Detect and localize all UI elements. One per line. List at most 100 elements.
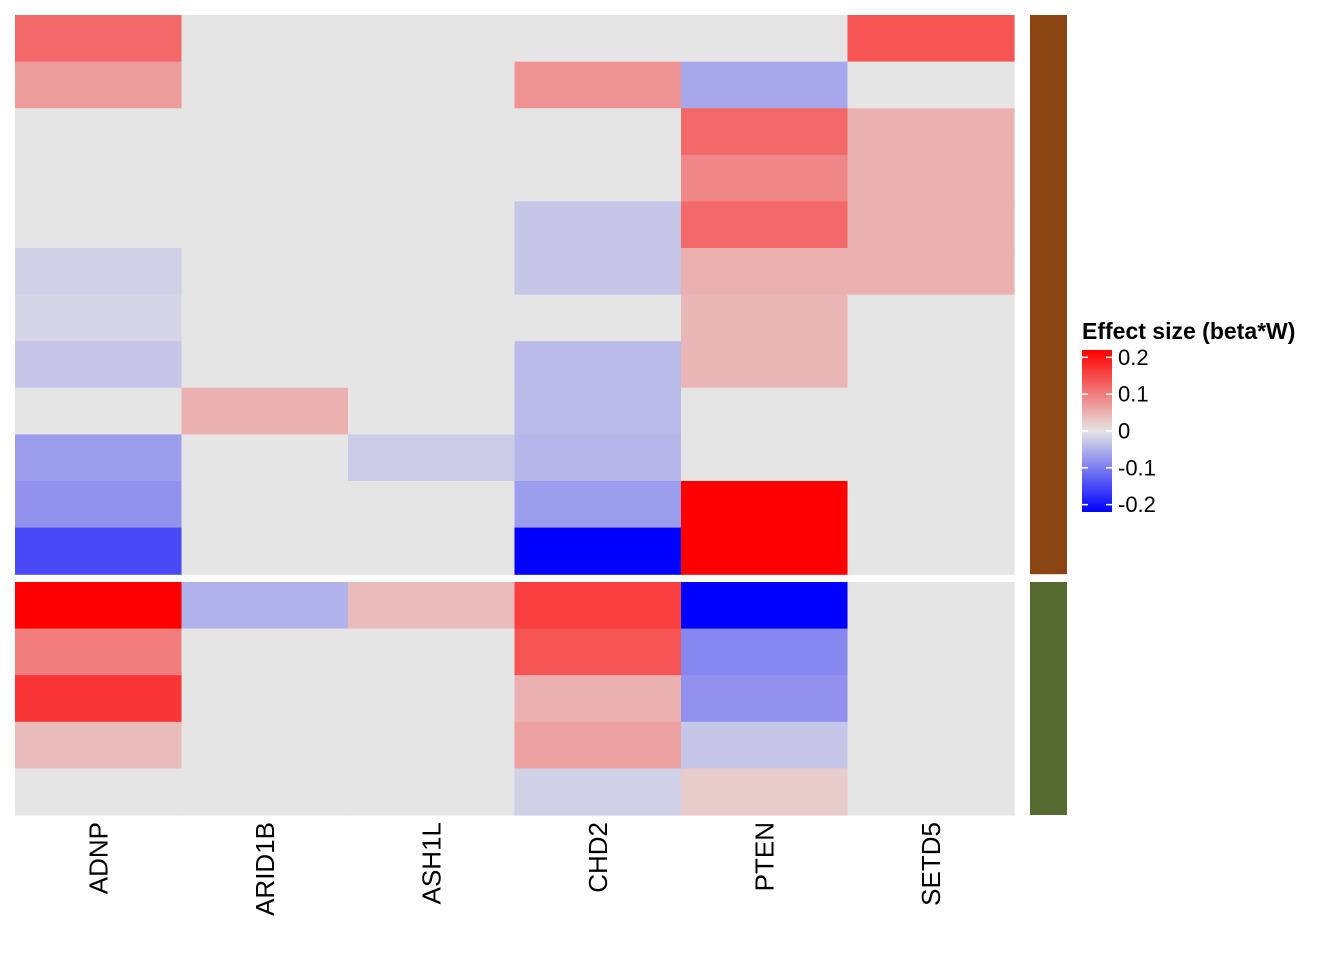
heatmap-cell: [15, 387, 183, 435]
heatmap-cell: [681, 582, 849, 630]
heatmap-cell: [181, 628, 349, 676]
heatmap-cell: [15, 248, 183, 296]
heatmap-cell: [15, 675, 183, 723]
heatmap-cell: [514, 341, 682, 389]
column-label: SETD5: [916, 822, 946, 906]
heatmap-cell: [181, 15, 349, 63]
row-group-annotation: [1030, 15, 1067, 575]
legend-tick-label: 0: [1118, 419, 1130, 444]
heatmap-cell: [847, 434, 1015, 482]
heatmap-cell: [681, 341, 849, 389]
heatmap-cell: [15, 527, 183, 575]
column-label: CHD2: [583, 822, 613, 893]
heatmap-cell: [514, 294, 682, 342]
heatmap-cell: [681, 248, 849, 296]
heatmap-cell: [514, 201, 682, 249]
heatmap-cell: [681, 434, 849, 482]
heatmap-cell: [847, 628, 1015, 676]
heatmap-cell: [348, 527, 516, 575]
heatmap-cell: [514, 527, 682, 575]
column-label: ARID1B: [250, 822, 280, 916]
heatmap-cell: [348, 628, 516, 676]
heatmap-cell: [847, 582, 1015, 630]
heatmap-cell: [514, 582, 682, 630]
heatmap-cell: [15, 628, 183, 676]
heatmap-cell: [681, 15, 849, 63]
heatmap-cell: [348, 434, 516, 482]
heatmap-cell: [514, 768, 682, 816]
heatmap-cell: [348, 582, 516, 630]
heatmap-cell: [15, 434, 183, 482]
heatmap-cell: [681, 481, 849, 529]
heatmap-cell: [847, 387, 1015, 435]
column-labels: ADNP ARID1B ASH1L CHD2 PTEN SETD5: [83, 822, 946, 916]
heatmap-cell: [181, 61, 349, 109]
heatmap-cell: [847, 721, 1015, 769]
legend-ticks: 0.2 0.1 0 -0.1 -0.2: [1082, 345, 1156, 517]
legend-tick-label: -0.2: [1118, 492, 1156, 517]
heatmap-cell: [514, 154, 682, 202]
heatmap-cell: [514, 248, 682, 296]
row-group-annotation-bar: [1030, 15, 1067, 815]
heatmap-cell: [514, 481, 682, 529]
heatmap-cell: [348, 108, 516, 156]
heatmap-cell: [181, 154, 349, 202]
heatmap-cell: [514, 387, 682, 435]
heatmap-cell: [15, 201, 183, 249]
legend-title: Effect size (beta*W): [1082, 318, 1295, 344]
heatmap-cell: [847, 341, 1015, 389]
heatmap-cell: [15, 294, 183, 342]
legend-tick-label: -0.1: [1118, 455, 1156, 480]
heatmap-cell: [681, 675, 849, 723]
heatmap-cell: [181, 768, 349, 816]
heatmap-cell: [15, 582, 183, 630]
heatmap-cell: [181, 434, 349, 482]
heatmap-cell: [681, 721, 849, 769]
column-label: ADNP: [83, 822, 113, 894]
heatmap-cell: [847, 481, 1015, 529]
heatmap-cell: [348, 387, 516, 435]
heatmap-cell: [681, 108, 849, 156]
heatmap-cell: [181, 675, 349, 723]
legend-tick-label: 0.1: [1118, 382, 1149, 407]
heatmap-cell: [348, 15, 516, 63]
heatmap-cell: [348, 768, 516, 816]
heatmap-cell: [348, 201, 516, 249]
heatmap-cell: [847, 675, 1015, 723]
heatmap-cell: [181, 294, 349, 342]
heatmap-cell: [514, 628, 682, 676]
heatmap-cell: [514, 675, 682, 723]
heatmap-cell: [181, 248, 349, 296]
heatmap-cell: [514, 108, 682, 156]
heatmap-cell: [514, 721, 682, 769]
heatmap-cell: [181, 201, 349, 249]
heatmap-cell: [847, 527, 1015, 575]
heatmap-cell: [514, 61, 682, 109]
column-label: ASH1L: [416, 822, 446, 904]
heatmap-cell: [181, 387, 349, 435]
row-group-annotation: [1030, 582, 1067, 815]
heatmap-cell: [681, 201, 849, 249]
heatmap-cell: [181, 582, 349, 630]
heatmap-cell: [15, 154, 183, 202]
heatmap-cell: [681, 387, 849, 435]
heatmap-cell: [348, 154, 516, 202]
heatmap-cell: [348, 61, 516, 109]
heatmap-cell: [847, 248, 1015, 296]
column-label: PTEN: [749, 822, 779, 891]
heatmap-cell: [348, 721, 516, 769]
heatmap-cell: [181, 721, 349, 769]
heatmap-cell: [348, 675, 516, 723]
heatmap-cell: [847, 768, 1015, 816]
heatmap-cell: [15, 108, 183, 156]
heatmap-cell: [15, 721, 183, 769]
heatmap-cell: [514, 15, 682, 63]
color-legend: Effect size (beta*W) 0.2 0.1 0 -0.1 -0.2: [1082, 318, 1295, 517]
heatmap-cell: [681, 154, 849, 202]
heatmap-cell: [15, 341, 183, 389]
heatmap-cell: [15, 481, 183, 529]
heatmap-cell: [514, 434, 682, 482]
heatmap-cell: [681, 628, 849, 676]
heatmap-cell: [348, 481, 516, 529]
